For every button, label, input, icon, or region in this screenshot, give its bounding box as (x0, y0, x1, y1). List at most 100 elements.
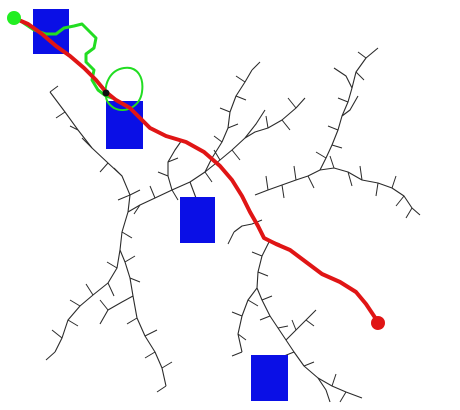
tree-twig (171, 189, 179, 201)
tree-twig (129, 189, 141, 196)
tree-twig (251, 251, 263, 257)
tree-branch (285, 309, 317, 341)
tree-twig (405, 207, 413, 219)
tree-branch (204, 69, 253, 173)
tree-twig (329, 155, 335, 169)
tree-twig (144, 329, 158, 337)
tree-twig (237, 333, 247, 341)
tree-branch (317, 377, 331, 403)
tree-twig (107, 282, 115, 297)
tree-twig (257, 271, 269, 277)
tree-twig (359, 165, 363, 181)
tree-branch (254, 167, 421, 216)
tree-branch (244, 97, 306, 139)
tree-twig (227, 123, 239, 129)
tree-twig (161, 361, 173, 369)
tree-twig (291, 319, 297, 331)
tree-twig (124, 255, 136, 263)
tree-twig (121, 231, 133, 239)
tree-twig (133, 204, 141, 215)
tree-twig (347, 171, 353, 187)
tree-twig (375, 182, 379, 197)
tree-twig (307, 175, 315, 189)
tree-twig (227, 231, 235, 245)
tree-twig (251, 61, 261, 71)
tree-twig (99, 299, 109, 311)
tree-twig (261, 295, 273, 301)
tree-twig (167, 157, 179, 163)
tree-twig (235, 75, 246, 83)
tree-branch (333, 67, 353, 89)
tree-twig (259, 315, 271, 321)
tree-twig (156, 385, 167, 393)
executed-trajectory (12, 16, 114, 100)
tree-twig (144, 351, 156, 359)
tree-twig (331, 373, 337, 387)
tree-twig (69, 299, 81, 307)
tree-twig (337, 97, 349, 103)
tree-twig (81, 137, 93, 149)
tree-twig (281, 119, 291, 131)
tree-twig (277, 325, 289, 329)
tree-twig (305, 319, 315, 327)
tree-twig (287, 97, 297, 109)
tree-twig (315, 151, 327, 159)
tree-twig (303, 361, 315, 367)
tree-twig (331, 144, 343, 149)
tree-twig (235, 95, 247, 101)
tree-twig (126, 317, 138, 325)
tree-twig (113, 167, 123, 177)
tree-branch (99, 295, 134, 325)
markers (7, 11, 385, 330)
tree-twig (265, 115, 269, 129)
obstacle-block (251, 355, 288, 401)
tree-twig (391, 175, 397, 189)
exploration-tree (45, 47, 421, 403)
obstacles (33, 9, 288, 401)
tree-twig (265, 175, 269, 191)
tree-twig (117, 194, 131, 201)
tree-twig (339, 391, 347, 403)
tree-twig (355, 71, 365, 81)
planned-path (12, 16, 380, 324)
tree-twig (67, 319, 79, 327)
tree-twig (129, 277, 141, 283)
tree-twig (49, 85, 59, 93)
tree-twig (357, 51, 367, 59)
tree-twig (85, 283, 94, 296)
vehicle-marker (102, 89, 110, 97)
start-marker (7, 11, 21, 25)
paths (12, 16, 380, 324)
tree-twig (213, 135, 223, 143)
tree-twig (204, 171, 213, 183)
tree-branch (256, 239, 363, 399)
goal-marker (371, 316, 385, 330)
tree-branch (341, 95, 359, 117)
tree-branch (167, 139, 183, 191)
tree-twig (247, 299, 259, 307)
tree-twig (213, 149, 221, 161)
tree-twig (149, 185, 156, 199)
tree-twig (327, 125, 339, 131)
tree-twig (55, 111, 66, 119)
tree-twig (231, 351, 243, 357)
tree-twig (293, 165, 297, 181)
tree-twig (157, 171, 169, 177)
tree-twig (231, 149, 241, 161)
tree-twig (45, 351, 56, 361)
tree-twig (395, 195, 405, 207)
obstacle-block (180, 197, 215, 243)
tree-twig (51, 329, 63, 339)
tree-twig (219, 107, 231, 113)
obstacle-block (106, 101, 143, 149)
tree-branch (319, 47, 379, 171)
tree-branch (237, 287, 258, 353)
tree-twig (231, 311, 243, 317)
tree-twig (281, 184, 285, 199)
tree-branch (119, 249, 167, 387)
tree-twig (106, 261, 118, 269)
tree-twig (69, 125, 79, 131)
trajectory-loop (104, 66, 144, 111)
